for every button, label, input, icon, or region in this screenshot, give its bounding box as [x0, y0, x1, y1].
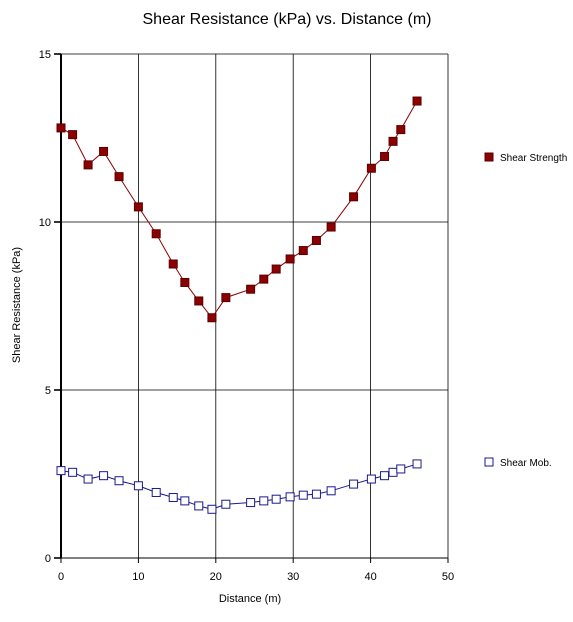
- data-point: [298, 490, 308, 500]
- x-tick-label: 10: [132, 571, 144, 583]
- data-point: [151, 487, 161, 497]
- grid: [61, 53, 449, 558]
- data-point: [194, 296, 204, 306]
- series-0: [56, 96, 422, 323]
- data-point: [271, 494, 281, 504]
- data-point: [311, 489, 321, 499]
- data-point: [99, 471, 109, 481]
- series-line: [60, 463, 418, 510]
- data-point: [412, 459, 422, 469]
- data-point: [298, 246, 308, 256]
- x-tick-label: 50: [442, 571, 454, 583]
- data-point: [168, 259, 178, 269]
- data-point: [388, 467, 398, 477]
- data-point: [68, 130, 78, 140]
- data-point: [366, 474, 376, 484]
- data-point: [366, 163, 376, 173]
- data-point: [271, 264, 281, 274]
- data-point: [168, 493, 178, 503]
- series-1: [56, 459, 422, 514]
- data-point: [285, 254, 295, 264]
- y-tick-label: 0: [45, 553, 51, 565]
- data-point: [180, 277, 190, 287]
- data-point: [246, 498, 256, 508]
- data-point: [285, 492, 295, 502]
- tick-labels: 0 10 20 30 40 50 0 5 10 15: [39, 49, 454, 583]
- y-tick-label: 10: [39, 217, 51, 229]
- data-point: [194, 501, 204, 511]
- data-point: [83, 474, 93, 484]
- y-axis-label: Shear Resistance (kPa): [11, 247, 23, 363]
- data-point: [380, 151, 390, 161]
- x-axis-label: Distance (m): [219, 593, 281, 605]
- data-point: [68, 467, 78, 477]
- x-tick-label: 20: [210, 571, 222, 583]
- data-point: [246, 284, 256, 294]
- x-tick-label: 40: [364, 571, 376, 583]
- data-point: [180, 496, 190, 506]
- legend-swatch: [484, 457, 494, 467]
- legend: Shear Strength Shear Mob.: [484, 152, 567, 469]
- data-point: [114, 172, 124, 182]
- data-point: [259, 496, 269, 506]
- data-point: [396, 125, 406, 135]
- chart-title: Shear Resistance (kPa) vs. Distance (m): [143, 11, 432, 28]
- data-point: [259, 274, 269, 284]
- data-point: [396, 464, 406, 474]
- data-point: [114, 476, 124, 486]
- data-point: [326, 486, 336, 496]
- x-tick-label: 0: [58, 571, 64, 583]
- data-point: [326, 222, 336, 232]
- data-point: [349, 479, 359, 489]
- data-point: [221, 499, 231, 509]
- data-point: [380, 471, 390, 481]
- data-point: [133, 202, 143, 212]
- legend-item: Shear Strength: [484, 152, 567, 164]
- data-point: [151, 229, 161, 239]
- y-tick-label: 15: [39, 49, 51, 61]
- legend-label: Shear Mob.: [500, 458, 552, 469]
- series-line: [60, 100, 418, 319]
- data-point: [412, 96, 422, 106]
- axes: [54, 53, 449, 563]
- data-point: [311, 235, 321, 245]
- legend-item: Shear Mob.: [484, 457, 552, 469]
- data-point: [83, 160, 93, 170]
- legend-label: Shear Strength: [500, 153, 567, 164]
- data-point: [56, 123, 66, 133]
- data-point: [207, 313, 217, 323]
- data-point: [133, 481, 143, 491]
- data-point: [207, 504, 217, 514]
- data-point: [221, 293, 231, 303]
- series-layer: [56, 96, 422, 514]
- data-point: [349, 192, 359, 202]
- data-point: [388, 136, 398, 146]
- y-tick-label: 5: [45, 385, 51, 397]
- legend-swatch: [484, 152, 494, 162]
- data-point: [56, 466, 66, 476]
- x-tick-label: 30: [287, 571, 299, 583]
- data-point: [99, 146, 109, 156]
